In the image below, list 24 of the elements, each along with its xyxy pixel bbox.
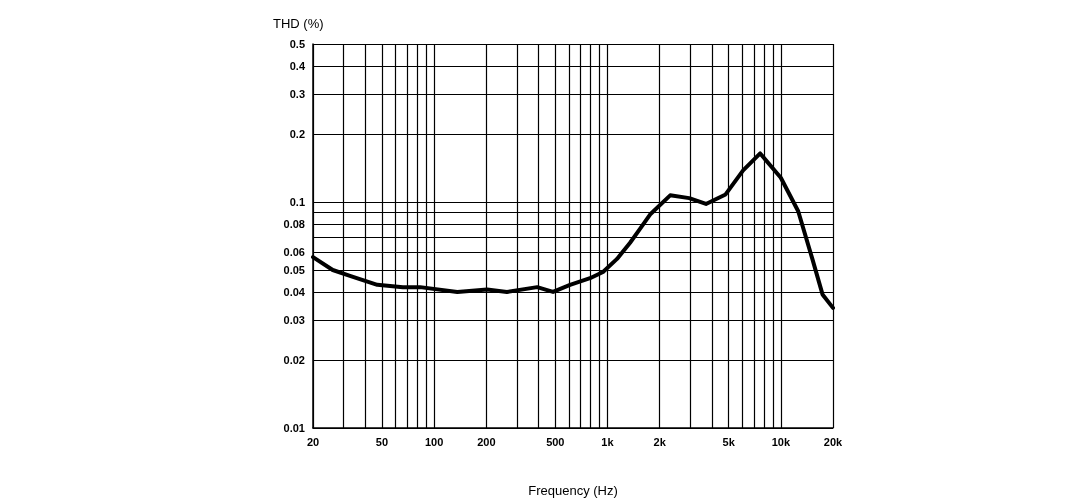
x-tick-label: 2k [653,435,667,448]
x-axis-title: Frequency (Hz) [528,483,618,498]
y-tick-label: 0.03 [283,314,305,327]
y-tick-label: 0.08 [283,217,305,230]
x-tick-label: 100 [424,435,444,448]
x-tick-label: 1k [601,435,615,448]
y-tick-label: 0.01 [283,422,305,434]
y-tick-label: 0.3 [289,88,305,101]
y-tick-label: 0.5 [289,38,305,50]
x-tick-label: 5k [722,435,736,448]
y-tick-label: 0.06 [283,246,305,259]
x-tick-label: 20 [306,435,320,448]
y-tick-label: 0.05 [283,264,305,277]
x-tick-label: 500 [546,435,565,448]
x-tick-label: 200 [477,435,496,448]
y-tick-label: 0.1 [289,195,305,208]
x-tick-label: 20k [823,435,844,448]
x-tick-label: 50 [375,435,389,448]
x-tick-label: 10k [771,435,791,448]
y-tick-label: 0.4 [289,59,306,72]
y-axis-title: THD (%) [273,16,324,31]
y-tick-label: 0.2 [289,127,305,140]
y-tick-label: 0.02 [283,353,305,366]
y-tick-label: 0.04 [283,285,306,298]
